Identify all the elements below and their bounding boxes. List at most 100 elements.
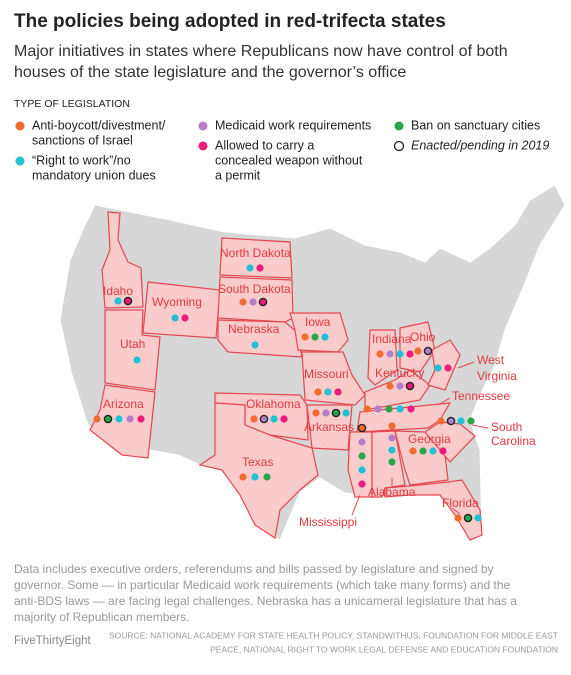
policy-dot [249,298,257,306]
policy-dot [239,298,247,306]
state-shape [89,384,156,459]
policy-dot [437,417,445,425]
policy-dot [357,423,367,433]
policy-dot [434,364,442,372]
policy-dot [251,473,259,481]
policy-dot [311,333,319,341]
policy-dot [439,447,447,455]
source: SOURCE: NATIONAL ACADEMY FOR STATE HEALT… [109,630,558,640]
state-label: Oklahoma [246,397,301,411]
state-shape [198,402,319,539]
state-shape [399,321,436,373]
policy-dot [396,382,404,390]
state-shape [104,309,161,391]
state-shape [306,404,353,451]
policy-dot [259,414,269,424]
legend-swatch [394,121,404,131]
legend-label: “Right to work”/no [32,153,131,167]
legend-label: Anti-boycott/divestment/ [32,118,166,132]
legend-swatch [198,141,208,151]
state-shape [219,237,293,279]
policy-dot [263,473,271,481]
state-label: Tennessee [452,389,510,403]
policy-dot [258,297,268,307]
policy-dot [181,314,189,322]
legend-label: sanctions of Israel [32,133,133,147]
policy-dot [331,408,341,418]
state-shape [367,329,398,386]
map [59,184,566,543]
policy-dot [239,473,247,481]
policy-dot [388,434,396,442]
policy-dot [385,405,393,413]
policy-dot [407,405,415,413]
state-label: Mississippi [299,515,357,529]
policy-dot [321,333,329,341]
state-label: Ohio [410,330,436,344]
title: The policies being adopted in red-trifec… [14,11,446,32]
policy-dot [388,422,396,430]
policy-dot [446,416,456,426]
policy-dot [419,447,427,455]
policy-dot [115,415,123,423]
policy-dot [93,415,101,423]
policy-dot [103,414,113,424]
policy-dot [114,297,122,305]
policy-dot [256,264,264,272]
policy-dot [454,514,462,522]
state-shape [424,421,476,463]
legend-label: mandatory union dues [32,168,156,182]
legend-heading: TYPE OF LEGISLATION [14,98,130,110]
state-label: Idaho [103,284,133,298]
state-shape [101,211,144,309]
pointer [437,397,451,406]
policy-dot [374,405,382,413]
policy-dot [423,346,433,356]
note: Data includes executive orders, referend… [14,562,494,576]
note: governor. Some — in particular Medicaid … [14,578,511,592]
state-label: Missouri [304,367,349,381]
legend-swatch [393,140,405,152]
state-label: Indiana [372,332,412,346]
policy-dot [406,350,414,358]
policy-dot [133,356,141,364]
state-shape [347,431,373,498]
state-label: Arizona [103,397,144,411]
pointer [471,424,489,429]
legend-label: Enacted/pending in 2019 [411,138,549,152]
legend-label: Ban on sanctuary cities [411,118,540,132]
policy-dot [334,388,342,396]
policy-dot [123,296,133,306]
state-label: Wyoming [152,295,202,309]
policy-dot [467,417,475,425]
state-label: Iowa [305,315,331,329]
policy-dot [396,405,404,413]
policy-dot [386,382,394,390]
policy-dot [342,409,350,417]
state-label: South Dakota [218,282,291,296]
policy-dot [457,417,465,425]
legend-label: concealed weapon without [215,153,363,167]
policy-dot [386,350,394,358]
policy-dot [409,447,417,455]
state-label: Nebraska [228,322,280,336]
policy-dot [137,415,145,423]
state-label: Kentucky [375,366,424,380]
state-shape [384,479,483,541]
state-shape [142,281,221,339]
state-label: Arkansas [304,420,354,434]
policy-dot [396,350,404,358]
policy-dot [322,409,330,417]
state-label: Texas [242,455,273,469]
state-label: Florida [442,496,479,510]
policy-dot [280,415,288,423]
subtitle: Major initiatives in states where Republ… [14,43,508,60]
pointer [451,507,461,515]
policy-dot [358,452,366,460]
policy-dot [251,341,259,349]
policy-dot [246,264,254,272]
state-label: Virginia [477,369,517,383]
policy-dot [444,364,452,372]
subtitle: houses of the state legislature and the … [14,64,406,81]
